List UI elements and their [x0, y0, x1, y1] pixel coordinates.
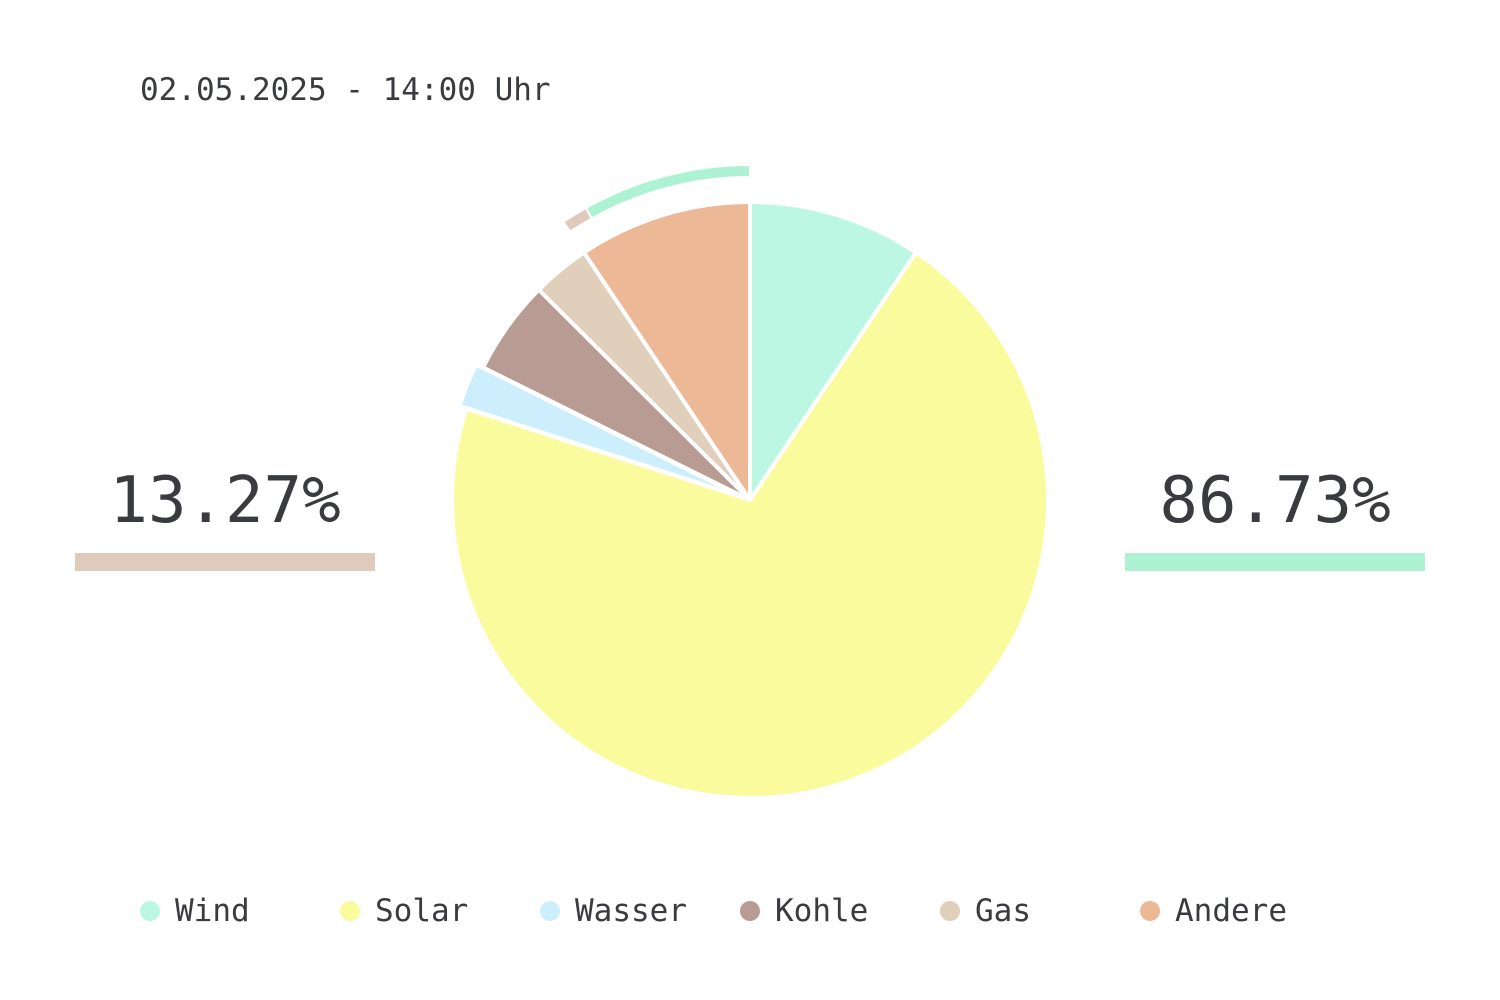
pie-slices: [450, 200, 1050, 800]
legend-item-kohle: Kohle: [740, 893, 868, 929]
legend-swatch: [140, 901, 160, 921]
legend-label: Gas: [975, 893, 1031, 929]
pie-slice-andere: [582, 200, 752, 502]
fossil-share-value: 13.27%: [109, 464, 341, 538]
legend-swatch: [1140, 901, 1160, 921]
legend-label: Wasser: [575, 893, 687, 929]
legend-item-andere: Andere: [1140, 893, 1287, 929]
outer-arc-fossil: [562, 206, 594, 234]
pie-slice-wind: [748, 200, 918, 502]
legend-label: Wind: [175, 893, 250, 929]
legend-swatch: [340, 901, 360, 921]
legend-label: Kohle: [775, 893, 869, 929]
legend-swatch: [540, 901, 560, 921]
legend-item-solar: Solar: [340, 893, 468, 929]
legend-item-gas: Gas: [940, 893, 1031, 929]
renewable-share-bar: [1125, 553, 1425, 571]
pie-slice-solar: [450, 250, 1050, 800]
outer-arc-renewable: [584, 163, 751, 220]
fossil-share-bar: [75, 553, 375, 571]
pie-slice-wasser: [457, 362, 746, 500]
legend-swatch: [940, 901, 960, 921]
legend-item-wasser: Wasser: [540, 893, 687, 929]
legend-swatch: [740, 901, 760, 921]
timestamp: 02.05.2025 - 14:00 Uhr: [140, 72, 551, 108]
legend-label: Andere: [1175, 893, 1287, 929]
outer-arc-ring: [562, 163, 751, 234]
legend-label: Solar: [375, 893, 469, 929]
legend-item-wind: Wind: [140, 893, 250, 929]
renewable-share-value: 86.73%: [1159, 464, 1391, 538]
